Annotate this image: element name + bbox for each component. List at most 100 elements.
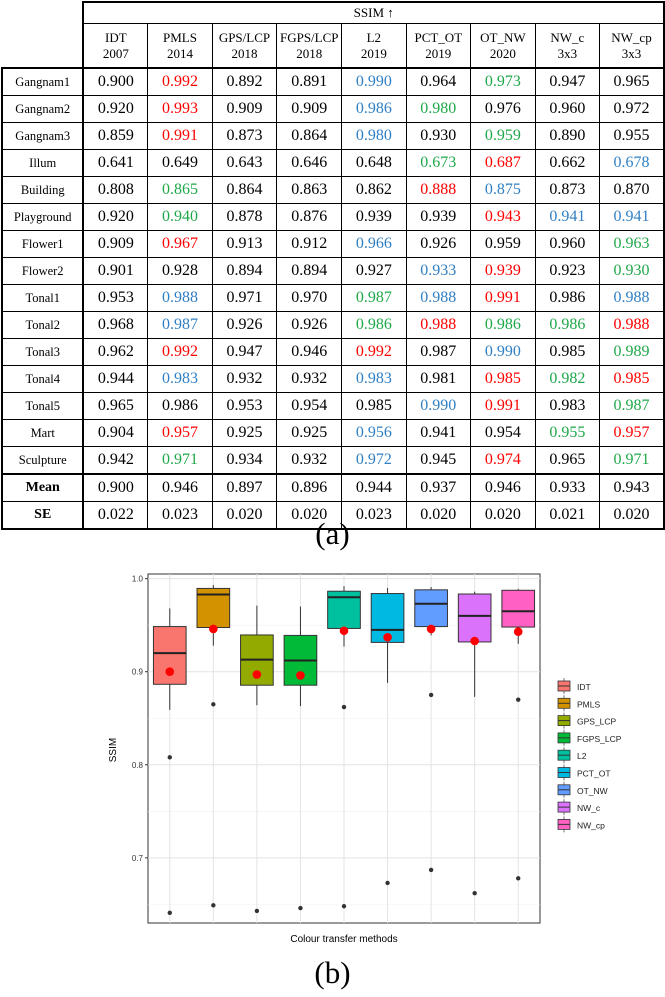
table-cell: 0.970 bbox=[276, 284, 343, 312]
column-header: NW_c 3x3 bbox=[534, 23, 600, 69]
table-cell: 0.946 bbox=[147, 473, 213, 502]
table-cell: 0.946 bbox=[276, 338, 343, 366]
table-cell: 0.945 bbox=[405, 446, 472, 475]
column-header: FGPS/LCP 2018 bbox=[276, 23, 343, 69]
table-cell: 0.971 bbox=[211, 284, 278, 312]
table-cell: 0.973 bbox=[470, 67, 536, 96]
column-name: GPS/LCP bbox=[218, 29, 271, 45]
table-cell: 0.990 bbox=[405, 392, 472, 420]
table-cell: 0.980 bbox=[341, 122, 407, 150]
table-cell: 0.987 bbox=[341, 284, 407, 312]
mean-point bbox=[513, 627, 523, 637]
table-cell: 0.939 bbox=[470, 257, 536, 285]
table-cell: 0.990 bbox=[341, 67, 407, 96]
table-cell: 0.988 bbox=[598, 284, 665, 312]
column-year: 3x3 bbox=[621, 45, 642, 61]
table-cell: 0.955 bbox=[534, 419, 600, 447]
table-cell: 0.983 bbox=[147, 365, 213, 393]
table-cell: 0.900 bbox=[82, 67, 149, 96]
table-cell: 0.981 bbox=[405, 365, 472, 393]
outlier-point bbox=[254, 908, 260, 914]
table-cell: 0.941 bbox=[405, 419, 472, 447]
mean-point bbox=[383, 632, 392, 642]
table-cell: 0.873 bbox=[211, 122, 278, 150]
table-cell: 0.920 bbox=[82, 203, 149, 231]
table-cell: 0.939 bbox=[341, 203, 407, 231]
table-cell: 0.941 bbox=[598, 203, 665, 231]
table-cell: 0.673 bbox=[405, 149, 472, 177]
table-cell: 0.662 bbox=[534, 149, 600, 177]
mean-point bbox=[209, 624, 218, 634]
row-label: Illum bbox=[0, 149, 84, 177]
table-cell: 0.649 bbox=[147, 149, 213, 177]
column-name: FGPS/LCP bbox=[279, 29, 339, 45]
table-cell: 0.926 bbox=[211, 311, 278, 339]
ssim-group-header: SSIM ↑ bbox=[82, 1, 665, 24]
table-cell: 0.641 bbox=[82, 149, 149, 177]
box-l2 bbox=[327, 586, 361, 909]
legend: IDT PMLS GPS_LCP FGPS_LCP L2 PCT_OT OT_NW NW_c N… bbox=[557, 678, 622, 833]
table-cell: 0.020 bbox=[405, 501, 472, 530]
table-cell: 0.959 bbox=[470, 122, 536, 150]
table-cell: 0.900 bbox=[82, 473, 149, 502]
table-cell: 0.957 bbox=[147, 419, 213, 447]
column-name: NW_cp bbox=[611, 29, 652, 45]
table-row: Tonal1 0.953 0.988 0.971 0.970 0.987 0.988 0.99… bbox=[0, 284, 665, 312]
table-cell: 0.678 bbox=[598, 149, 665, 177]
table-cell: 0.930 bbox=[598, 257, 665, 285]
table-cell: 0.993 bbox=[147, 95, 213, 123]
table-row: Tonal2 0.968 0.987 0.926 0.926 0.986 0.988 0.98… bbox=[0, 311, 665, 339]
legend-label: PCT_OT bbox=[577, 769, 611, 779]
table-cell: 0.928 bbox=[147, 257, 213, 285]
table-cell: 0.992 bbox=[147, 67, 213, 96]
table-cell: 0.942 bbox=[82, 446, 149, 475]
table-cell: 0.960 bbox=[534, 230, 600, 258]
table-cell: 0.971 bbox=[147, 446, 213, 475]
mean-point bbox=[296, 671, 305, 680]
column-header: L2 2019 bbox=[341, 23, 407, 69]
table-cell: 0.987 bbox=[147, 311, 213, 339]
legend-item: PCT_OT bbox=[557, 764, 611, 781]
row-label: SE bbox=[0, 501, 84, 530]
mean-point bbox=[252, 670, 262, 679]
table-cell: 0.946 bbox=[470, 473, 536, 502]
table-cell: 0.985 bbox=[470, 365, 536, 393]
table-cell: 0.986 bbox=[470, 311, 536, 339]
table-cell: 0.859 bbox=[82, 122, 149, 150]
table-cell: 0.864 bbox=[276, 122, 343, 150]
table-cell: 0.980 bbox=[405, 95, 472, 123]
row-label: Playground bbox=[0, 203, 84, 231]
tick-layer: 0.7 0.8 0.9 1.0 bbox=[132, 575, 148, 863]
column-year: 3x3 bbox=[557, 45, 578, 61]
box-gps-lcp bbox=[240, 605, 274, 914]
outlier-point bbox=[428, 867, 434, 873]
table-cell: 0.932 bbox=[276, 365, 343, 393]
outlier-point bbox=[428, 692, 434, 698]
table-cell: 0.901 bbox=[82, 257, 149, 285]
table-cell: 0.968 bbox=[82, 311, 149, 339]
ssim-table: SSIM ↑ IDT 2007 PMLS 2014 GPS/LCP 2018 FGPS/LC… bbox=[0, 1, 665, 530]
table-cell: 0.894 bbox=[211, 257, 278, 285]
table-cell: 0.913 bbox=[211, 230, 278, 258]
table-cell: 0.927 bbox=[341, 257, 407, 285]
mean-point bbox=[339, 626, 349, 636]
outlier-point bbox=[472, 891, 477, 896]
table-cell: 0.875 bbox=[470, 176, 536, 204]
mean-point bbox=[426, 624, 436, 634]
table-body: Gangnam1 0.900 0.992 0.892 0.891 0.990 0.964 0.… bbox=[0, 67, 665, 530]
column-name: PCT_OT bbox=[414, 29, 463, 45]
table-row: Tonal4 0.944 0.983 0.932 0.932 0.983 0.981 0.98… bbox=[0, 365, 665, 393]
row-label: Building bbox=[0, 176, 84, 204]
table-cell: 0.947 bbox=[211, 338, 278, 366]
summary-row: SE 0.022 0.023 0.020 0.020 0.023 0.020 0.020 0.0… bbox=[0, 501, 665, 530]
table-cell: 0.957 bbox=[598, 419, 665, 447]
legend-label: FGPS_LCP bbox=[577, 734, 622, 744]
summary-row: Mean 0.900 0.946 0.897 0.896 0.944 0.937 0.946 0… bbox=[0, 473, 665, 502]
table-row: Playground 0.920 0.940 0.878 0.876 0.939 0.939… bbox=[0, 203, 665, 231]
table-cell: 0.986 bbox=[341, 95, 407, 123]
row-label: Tonal2 bbox=[0, 311, 84, 339]
table-cell: 0.909 bbox=[82, 230, 149, 258]
table-cell: 0.941 bbox=[534, 203, 600, 231]
table-cell: 0.646 bbox=[276, 149, 343, 177]
legend-item: L2 bbox=[557, 747, 587, 764]
